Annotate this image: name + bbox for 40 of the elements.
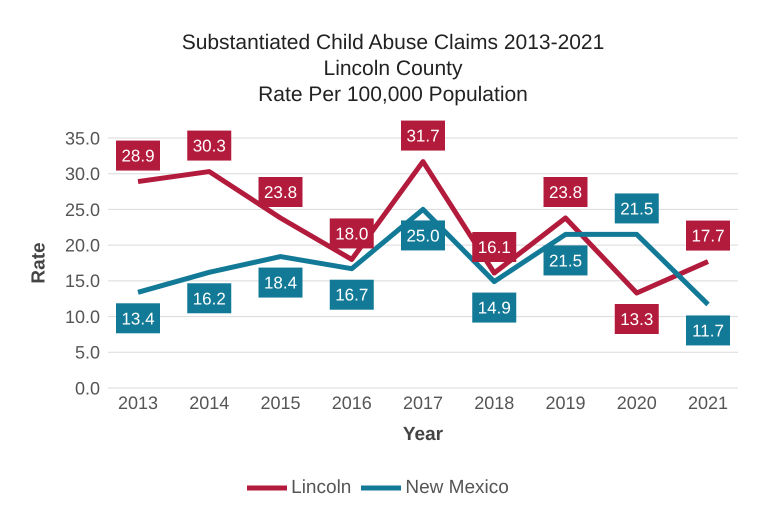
y-tick-label: 30.0 <box>64 164 100 184</box>
x-tick-label: 2018 <box>474 392 514 413</box>
data-label: 18.4 <box>264 274 298 293</box>
y-tick-label: 35.0 <box>64 128 100 148</box>
x-tick-label: 2020 <box>616 392 657 413</box>
data-label: 13.4 <box>121 309 155 328</box>
data-label: 21.5 <box>548 251 582 270</box>
data-label: 23.8 <box>264 183 298 202</box>
data-label: 11.7 <box>692 321 724 340</box>
y-tick-label: 0.0 <box>74 378 100 398</box>
y-tick-label: 25.0 <box>64 200 100 220</box>
data-label: 13.3 <box>620 310 654 329</box>
y-tick-label: 5.0 <box>74 342 100 363</box>
data-label: 28.9 <box>121 146 155 166</box>
data-label: 31.7 <box>406 126 440 146</box>
data-label: 30.3 <box>192 136 226 156</box>
x-tick-label: 2015 <box>260 392 301 413</box>
legend-label: Lincoln <box>291 477 352 498</box>
y-tick-label: 10.0 <box>64 306 100 327</box>
x-tick-label: 2021 <box>688 392 728 413</box>
data-label: 21.5 <box>620 199 654 218</box>
y-tick-label: 15.0 <box>64 271 100 292</box>
x-tick-label: 2014 <box>189 392 230 413</box>
x-tick-label: 2019 <box>545 392 586 413</box>
y-tick-label: 20.0 <box>64 236 100 256</box>
y-axis-title: Rate <box>28 242 50 284</box>
data-label: 18.0 <box>335 224 368 244</box>
data-label: 23.8 <box>548 183 582 202</box>
data-label: 16.1 <box>478 238 511 257</box>
x-tick-label: 2013 <box>118 392 158 413</box>
data-label: 16.7 <box>335 286 368 305</box>
data-label: 17.7 <box>691 226 725 246</box>
legend-label: New Mexico <box>405 477 509 498</box>
data-label: 16.2 <box>192 289 226 308</box>
data-label: 25.0 <box>406 226 440 246</box>
data-label: 14.9 <box>478 298 511 318</box>
x-tick-label: 2016 <box>332 392 372 413</box>
chart-title: Substantiated Child Abuse Claims 2013-2021 Lincoln County Rate Per 100,000 Population <box>180 30 606 108</box>
x-axis-title: Year <box>402 424 444 445</box>
x-tick-label: 2017 <box>402 392 444 413</box>
